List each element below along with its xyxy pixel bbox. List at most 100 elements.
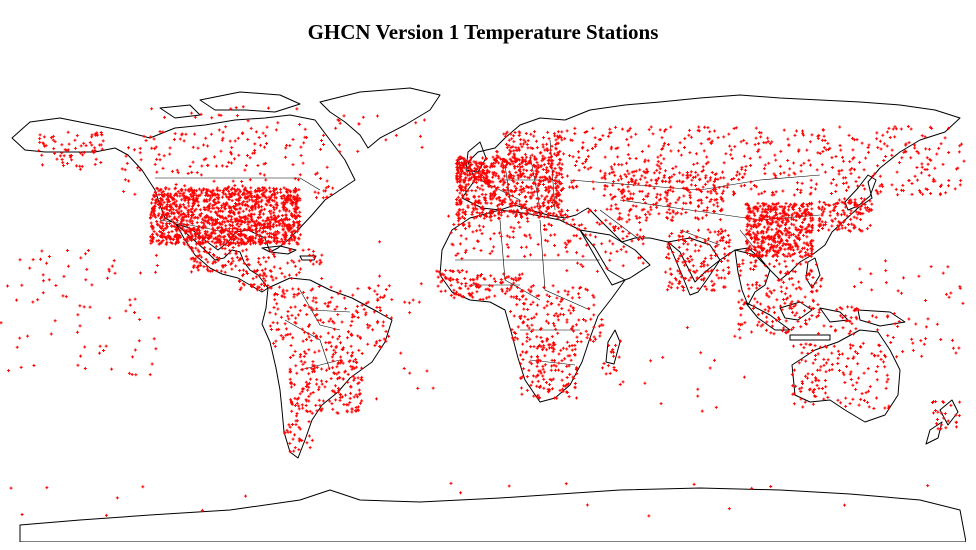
station-marker [854,327,858,331]
station-marker [258,263,262,267]
station-marker [694,209,698,213]
station-marker [896,193,900,197]
station-marker [848,168,852,172]
station-marker [268,209,272,213]
station-marker [217,234,221,238]
station-marker [500,210,504,214]
station-marker [198,193,202,197]
station-marker [339,355,343,359]
station-marker [712,203,716,207]
station-marker [228,211,232,215]
station-marker [211,221,215,225]
station-marker [190,195,194,199]
station-marker [572,234,576,238]
station-marker [144,138,148,142]
station-marker [493,214,497,218]
station-marker [350,319,354,323]
station-marker [328,300,332,304]
station-marker [273,298,277,302]
station-marker [464,237,468,241]
station-marker [894,187,898,191]
station-marker [276,203,280,207]
station-marker [629,192,633,196]
station-marker [290,230,294,234]
station-marker [236,219,240,223]
station-marker [274,216,278,220]
station-marker [784,319,788,323]
station-marker [310,411,314,415]
station-marker [241,249,245,253]
station-marker [215,217,219,221]
station-marker [174,208,178,212]
station-marker [315,365,319,369]
station-marker [543,196,547,200]
station-marker [267,256,271,260]
station-marker [642,197,646,201]
station-marker [245,192,249,196]
station-marker [185,223,189,227]
station-marker [298,197,302,201]
station-marker [599,169,603,173]
station-marker [613,162,617,166]
station-marker [817,200,821,204]
station-marker [327,319,331,323]
station-marker [101,139,105,143]
station-marker [263,195,267,199]
station-marker [753,143,757,147]
station-marker [688,193,692,197]
station-marker [99,143,103,147]
station-marker [206,163,210,167]
station-marker [329,285,333,289]
station-marker [624,161,628,165]
station-marker [479,248,483,252]
station-marker [619,248,623,252]
station-marker [314,172,318,176]
station-marker [162,193,166,197]
station-marker [189,193,193,197]
station-marker [55,157,59,161]
station-marker [595,221,599,225]
station-marker [175,219,179,223]
station-marker [572,223,576,227]
station-marker [249,236,253,240]
station-marker [761,207,765,211]
station-marker [257,229,261,233]
station-marker [331,407,335,411]
station-marker [240,179,244,183]
station-marker [717,230,721,234]
station-marker [319,147,323,151]
station-marker [519,185,523,189]
station-marker [191,160,195,164]
station-marker [250,224,254,228]
station-marker [60,151,64,155]
station-marker [267,195,271,199]
station-marker [241,105,245,109]
station-marker [209,231,213,235]
station-marker [124,154,128,158]
station-marker [722,161,726,165]
station-marker [769,331,773,335]
station-marker [168,146,172,150]
station-marker [475,229,479,233]
station-marker [920,134,924,138]
station-marker [689,286,693,290]
station-marker [283,222,287,226]
station-marker [632,192,636,196]
station-marker [662,174,666,178]
station-marker [465,270,469,274]
station-marker [226,240,230,244]
station-marker [151,237,155,241]
station-marker [301,248,305,252]
station-marker [743,183,747,187]
station-marker [161,239,165,243]
station-marker [204,219,208,223]
station-marker [348,400,352,404]
station-marker [571,218,575,222]
station-marker [350,410,354,414]
station-marker [703,285,707,289]
station-marker [523,254,527,258]
station-marker [375,292,379,296]
station-marker [715,240,719,244]
station-marker [627,172,631,176]
station-marker [758,204,762,208]
